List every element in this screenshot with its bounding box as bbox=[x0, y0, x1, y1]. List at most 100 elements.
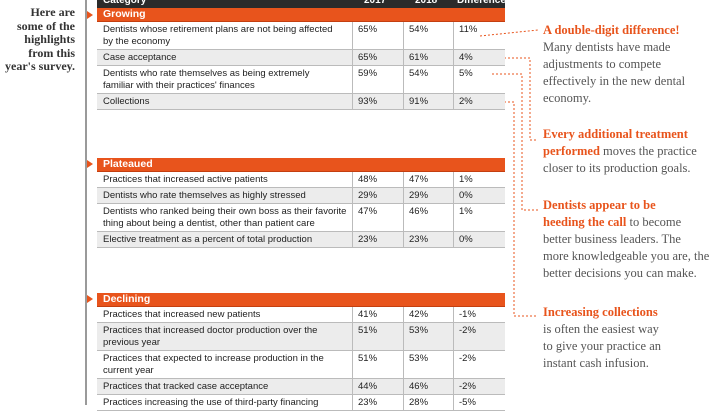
note-text: instant cash infusion. bbox=[543, 356, 649, 370]
table-row: Practices that increased active patients… bbox=[97, 172, 505, 188]
value-cell: 11% bbox=[459, 24, 478, 35]
value-cell: -2% bbox=[459, 353, 476, 364]
category-line: Practices that increased active patients bbox=[103, 174, 268, 185]
table-row: Dentists who rate themselves as highly s… bbox=[97, 188, 505, 204]
column-separator bbox=[352, 395, 353, 410]
section-name: Declining bbox=[103, 293, 151, 305]
note-line: better business leaders. The bbox=[543, 231, 720, 248]
category-cell: Collections bbox=[103, 96, 348, 108]
column-separator bbox=[403, 232, 404, 247]
value-cell: -2% bbox=[459, 381, 476, 392]
category-line: Practices that increased doctor producti… bbox=[103, 325, 318, 336]
category-cell: Practices that increased doctor producti… bbox=[103, 325, 348, 349]
column-separator bbox=[453, 94, 454, 109]
table-row: Practices that expected to increase prod… bbox=[97, 351, 505, 379]
column-separator bbox=[403, 379, 404, 394]
column-separator bbox=[403, 50, 404, 65]
note-highlight: performed bbox=[543, 144, 600, 158]
table-row: Practices that tracked case acceptance 44… bbox=[97, 379, 505, 395]
category-line: Practices that tracked case acceptance bbox=[103, 381, 269, 392]
column-separator bbox=[352, 307, 353, 322]
section-header: Growing bbox=[97, 8, 505, 22]
column-separator bbox=[352, 204, 353, 231]
value-cell: 0% bbox=[459, 190, 473, 201]
value-cell: 48% bbox=[358, 174, 378, 185]
category-line: familiar with their practices' finances bbox=[103, 80, 255, 91]
note-text: effectively in the new dental bbox=[543, 74, 686, 88]
category-cell: Case acceptance bbox=[103, 52, 348, 64]
note-line: heeding the call to become bbox=[543, 214, 720, 231]
category-line: Dentists who ranked being their own boss… bbox=[103, 206, 347, 217]
column-separator bbox=[403, 94, 404, 109]
value-cell: 23% bbox=[409, 234, 429, 245]
note-highlight: Increasing collections bbox=[543, 305, 658, 319]
note-highlight: Every additional treatment bbox=[543, 127, 688, 141]
category-cell: Dentists who ranked being their own boss… bbox=[103, 206, 348, 230]
note: Dentists appear to be heeding the call to… bbox=[543, 197, 720, 282]
category-line: Elective treatment as a percent of total… bbox=[103, 234, 313, 245]
table-row: Dentists who rate themselves as being ex… bbox=[97, 66, 505, 94]
value-cell: 2% bbox=[459, 96, 473, 107]
column-separator bbox=[403, 204, 404, 231]
note-line: Dentists appear to be bbox=[543, 197, 720, 214]
column-separator bbox=[352, 172, 353, 187]
column-separator bbox=[352, 379, 353, 394]
category-cell: Practices that increased active patients bbox=[103, 174, 348, 186]
column-separator bbox=[403, 323, 404, 350]
value-cell: -5% bbox=[459, 397, 476, 408]
column-separator bbox=[453, 351, 454, 378]
value-cell: 47% bbox=[409, 174, 429, 185]
category-line: Practices increasing the use of third-pa… bbox=[103, 397, 319, 408]
table-row: Elective treatment as a percent of total… bbox=[97, 232, 505, 248]
note-highlight: Dentists appear to be bbox=[543, 198, 656, 212]
value-cell: 41% bbox=[358, 309, 378, 320]
value-cell: -1% bbox=[459, 309, 476, 320]
note-line: Many dentists have made bbox=[543, 39, 720, 56]
category-line: Dentists who rate themselves as highly s… bbox=[103, 190, 306, 201]
category-cell: Practices increasing the use of third-pa… bbox=[103, 397, 348, 409]
note-text: adjustments to compete bbox=[543, 57, 662, 71]
note-text: to give your practice an bbox=[543, 339, 662, 353]
category-line: thing about being a dentist, other than … bbox=[103, 218, 315, 229]
note-line: Every additional treatment bbox=[543, 126, 720, 143]
header-cell: Category bbox=[103, 0, 147, 6]
header-cell: 2018 bbox=[415, 0, 438, 6]
value-cell: 59% bbox=[358, 68, 378, 79]
note: Every additional treatment performed move… bbox=[543, 126, 720, 177]
value-cell: 65% bbox=[358, 24, 378, 35]
connector bbox=[492, 73, 538, 211]
note-line: effectively in the new dental bbox=[543, 73, 720, 90]
value-cell: 1% bbox=[459, 206, 473, 217]
category-cell: Dentists whose retirement plans are not … bbox=[103, 24, 348, 48]
column-separator bbox=[453, 323, 454, 350]
note-text: is often the easiest way bbox=[543, 322, 659, 336]
category-line: Collections bbox=[103, 96, 150, 107]
table-row: Collections 93% 91% 2% bbox=[97, 94, 505, 110]
category-line: Case acceptance bbox=[103, 52, 177, 63]
column-separator bbox=[453, 66, 454, 93]
value-cell: 0% bbox=[459, 234, 473, 245]
value-cell: 23% bbox=[358, 234, 378, 245]
arrow bbox=[87, 11, 93, 19]
column-separator bbox=[352, 323, 353, 350]
note-text: economy. bbox=[543, 91, 592, 105]
value-cell: 51% bbox=[358, 325, 378, 336]
column-separator bbox=[453, 307, 454, 322]
category-cell: Dentists who rate themselves as highly s… bbox=[103, 190, 348, 202]
column-separator bbox=[352, 66, 353, 93]
value-cell: 1% bbox=[459, 174, 473, 185]
column-separator bbox=[453, 172, 454, 187]
value-cell: 44% bbox=[358, 381, 378, 392]
note-highlight: A double-digit difference! bbox=[543, 23, 680, 37]
column-separator bbox=[352, 188, 353, 203]
column-separator bbox=[453, 395, 454, 410]
category-line: current year bbox=[103, 365, 154, 376]
column-separator bbox=[453, 204, 454, 231]
note-line: adjustments to compete bbox=[543, 56, 720, 73]
column-separator bbox=[352, 94, 353, 109]
column-separator bbox=[453, 22, 454, 49]
note-text: more knowledgeable you are, the bbox=[543, 249, 710, 263]
value-cell: 29% bbox=[409, 190, 429, 201]
value-cell: 91% bbox=[409, 96, 429, 107]
